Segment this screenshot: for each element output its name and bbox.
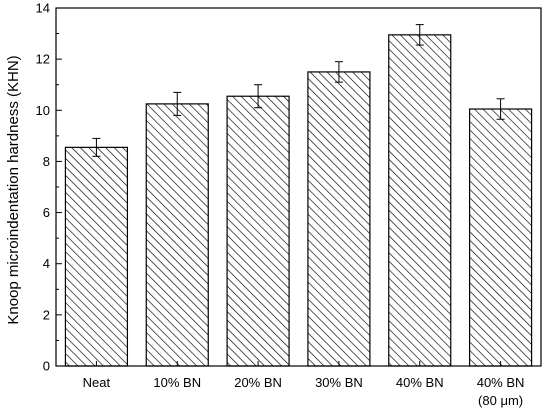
y-tick-label: 6 <box>43 205 50 220</box>
x-tick-label: (80 μm) <box>478 393 523 408</box>
x-tick-label: 40% BN <box>477 375 525 390</box>
y-axis-title: Knoop microindentation hardness (KHN) <box>5 55 22 324</box>
x-tick-label: 10% BN <box>153 375 201 390</box>
y-tick-label: 10 <box>36 103 50 118</box>
y-tick-label: 4 <box>43 256 50 271</box>
error-bars-group <box>92 24 505 157</box>
axes-group: 0 2 4 6 8 10 12 14 Neat 10% BN 20% BN 30% BN 40% BN 4… <box>36 1 542 408</box>
x-tick-label: 20% BN <box>234 375 282 390</box>
bar-0 <box>64 146 129 367</box>
y-tick-label: 8 <box>43 154 50 169</box>
x-tick-label: 30% BN <box>315 375 363 390</box>
x-tick-label: 40% BN <box>396 375 444 390</box>
bar-5 <box>468 108 533 367</box>
bar-3 <box>307 71 371 367</box>
y-tick-label: 0 <box>43 359 50 374</box>
y-tick-label: 14 <box>36 1 50 16</box>
y-tick-label: 12 <box>36 52 50 67</box>
bar-4 <box>388 34 452 367</box>
plot-frame <box>55 7 542 367</box>
bars-group <box>64 34 533 367</box>
x-tick-label: Neat <box>83 375 111 390</box>
bar-2 <box>226 95 290 367</box>
bar-1 <box>145 103 209 367</box>
y-tick-label: 2 <box>43 307 50 322</box>
